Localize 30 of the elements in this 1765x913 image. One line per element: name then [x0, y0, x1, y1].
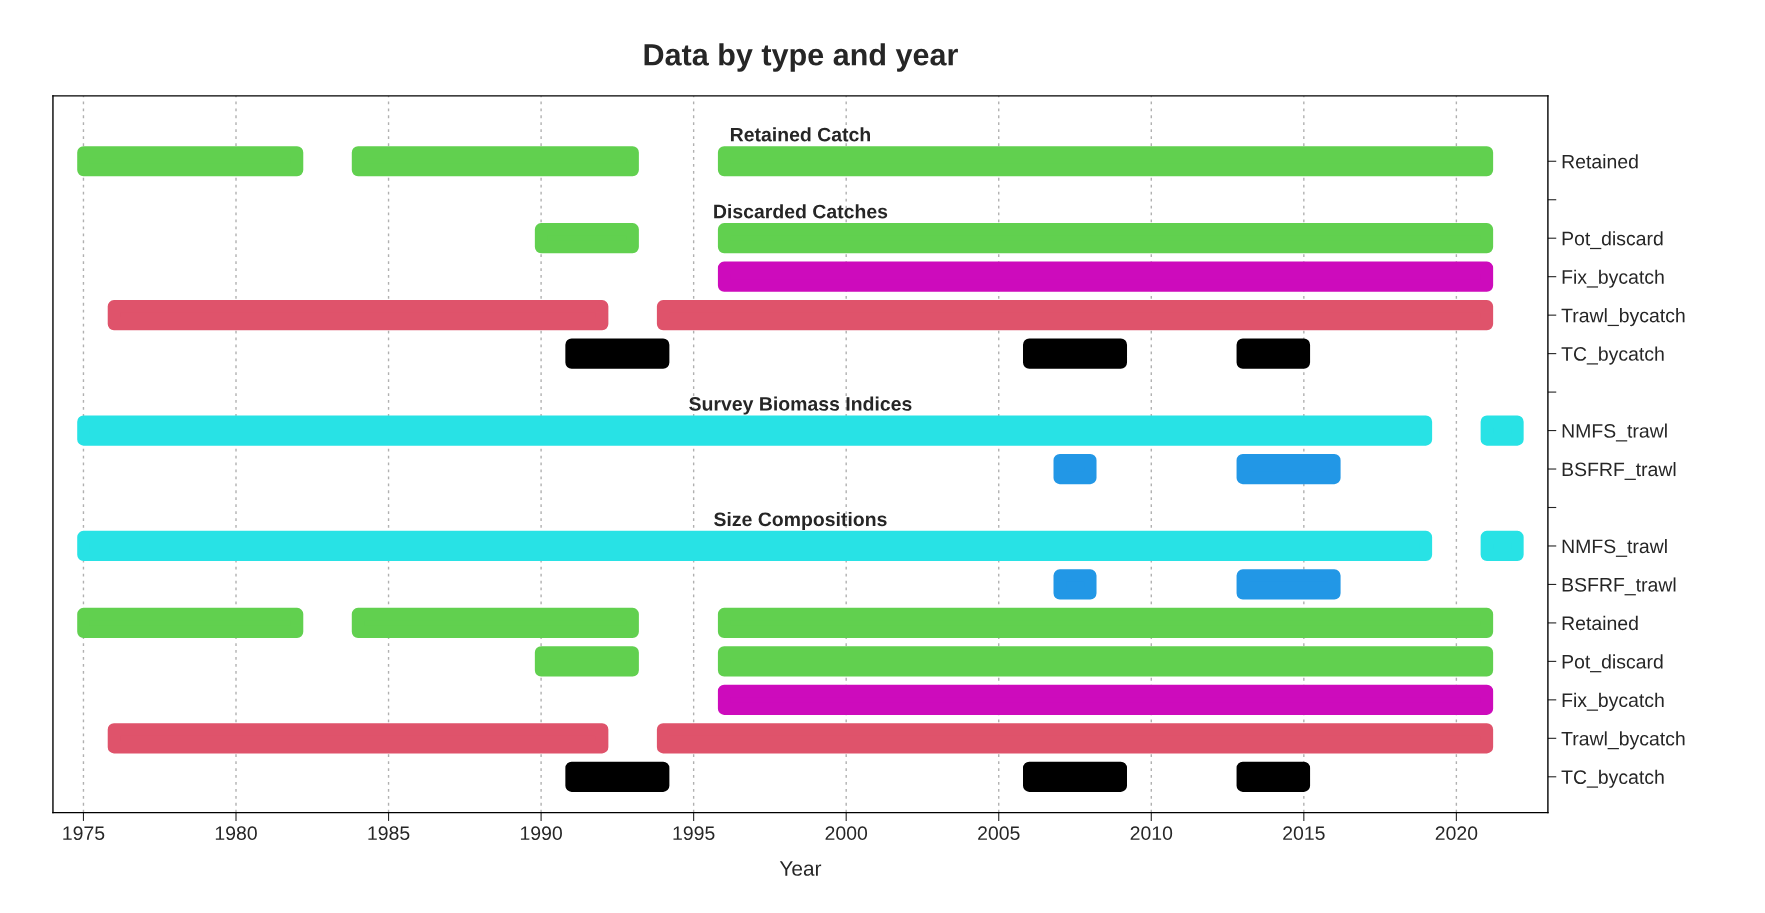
y-tick-label: BSFRF_trawl	[1562, 461, 1676, 480]
x-tick-label: 2015	[1283, 826, 1325, 841]
y-tick-label: Pot_discard	[1562, 231, 1663, 250]
chart-title: Data by type and year	[644, 43, 958, 72]
y-tick-label: NMFS_trawl	[1562, 538, 1667, 557]
y-tick-label: NMFS_trawl	[1562, 423, 1667, 442]
y-tick-label: Fix_bycatch	[1562, 692, 1664, 711]
x-tick-label: 1980	[215, 826, 257, 841]
x-tick-label: 1975	[63, 826, 105, 841]
x-tick-label: 1995	[673, 826, 715, 841]
x-tick-label: 2005	[978, 826, 1020, 841]
annotation: Survey Biomass Indices	[689, 396, 912, 415]
y-tick-label: BSFRF_trawl	[1562, 577, 1676, 596]
x-tick-label: 1985	[368, 826, 410, 841]
x-tick-label: 2010	[1130, 826, 1173, 841]
y-tick-label: Fix_bycatch	[1562, 269, 1664, 288]
y-tick-label: TC_bycatch	[1561, 346, 1664, 365]
y-tick-label: Pot_discard	[1562, 654, 1663, 673]
text: Retained Catch	[730, 127, 870, 142]
x-tick-label: 2020	[1435, 826, 1478, 841]
x-axis-title: Year	[779, 861, 822, 876]
x-tick-label: 2000	[825, 826, 868, 841]
annotation: Discarded Catches	[714, 204, 888, 219]
y-tick-label: Trawl_bycatch	[1561, 731, 1685, 750]
x-tick-label: 1990	[520, 826, 562, 841]
y-tick-label: TC_bycatch	[1561, 769, 1664, 788]
y-tick-label: Trawl_bycatch	[1561, 308, 1685, 327]
y-tick-label: Retained	[1562, 154, 1638, 169]
y-tick-label: Retained	[1562, 615, 1638, 631]
annotation: Size Compositions	[714, 511, 887, 531]
